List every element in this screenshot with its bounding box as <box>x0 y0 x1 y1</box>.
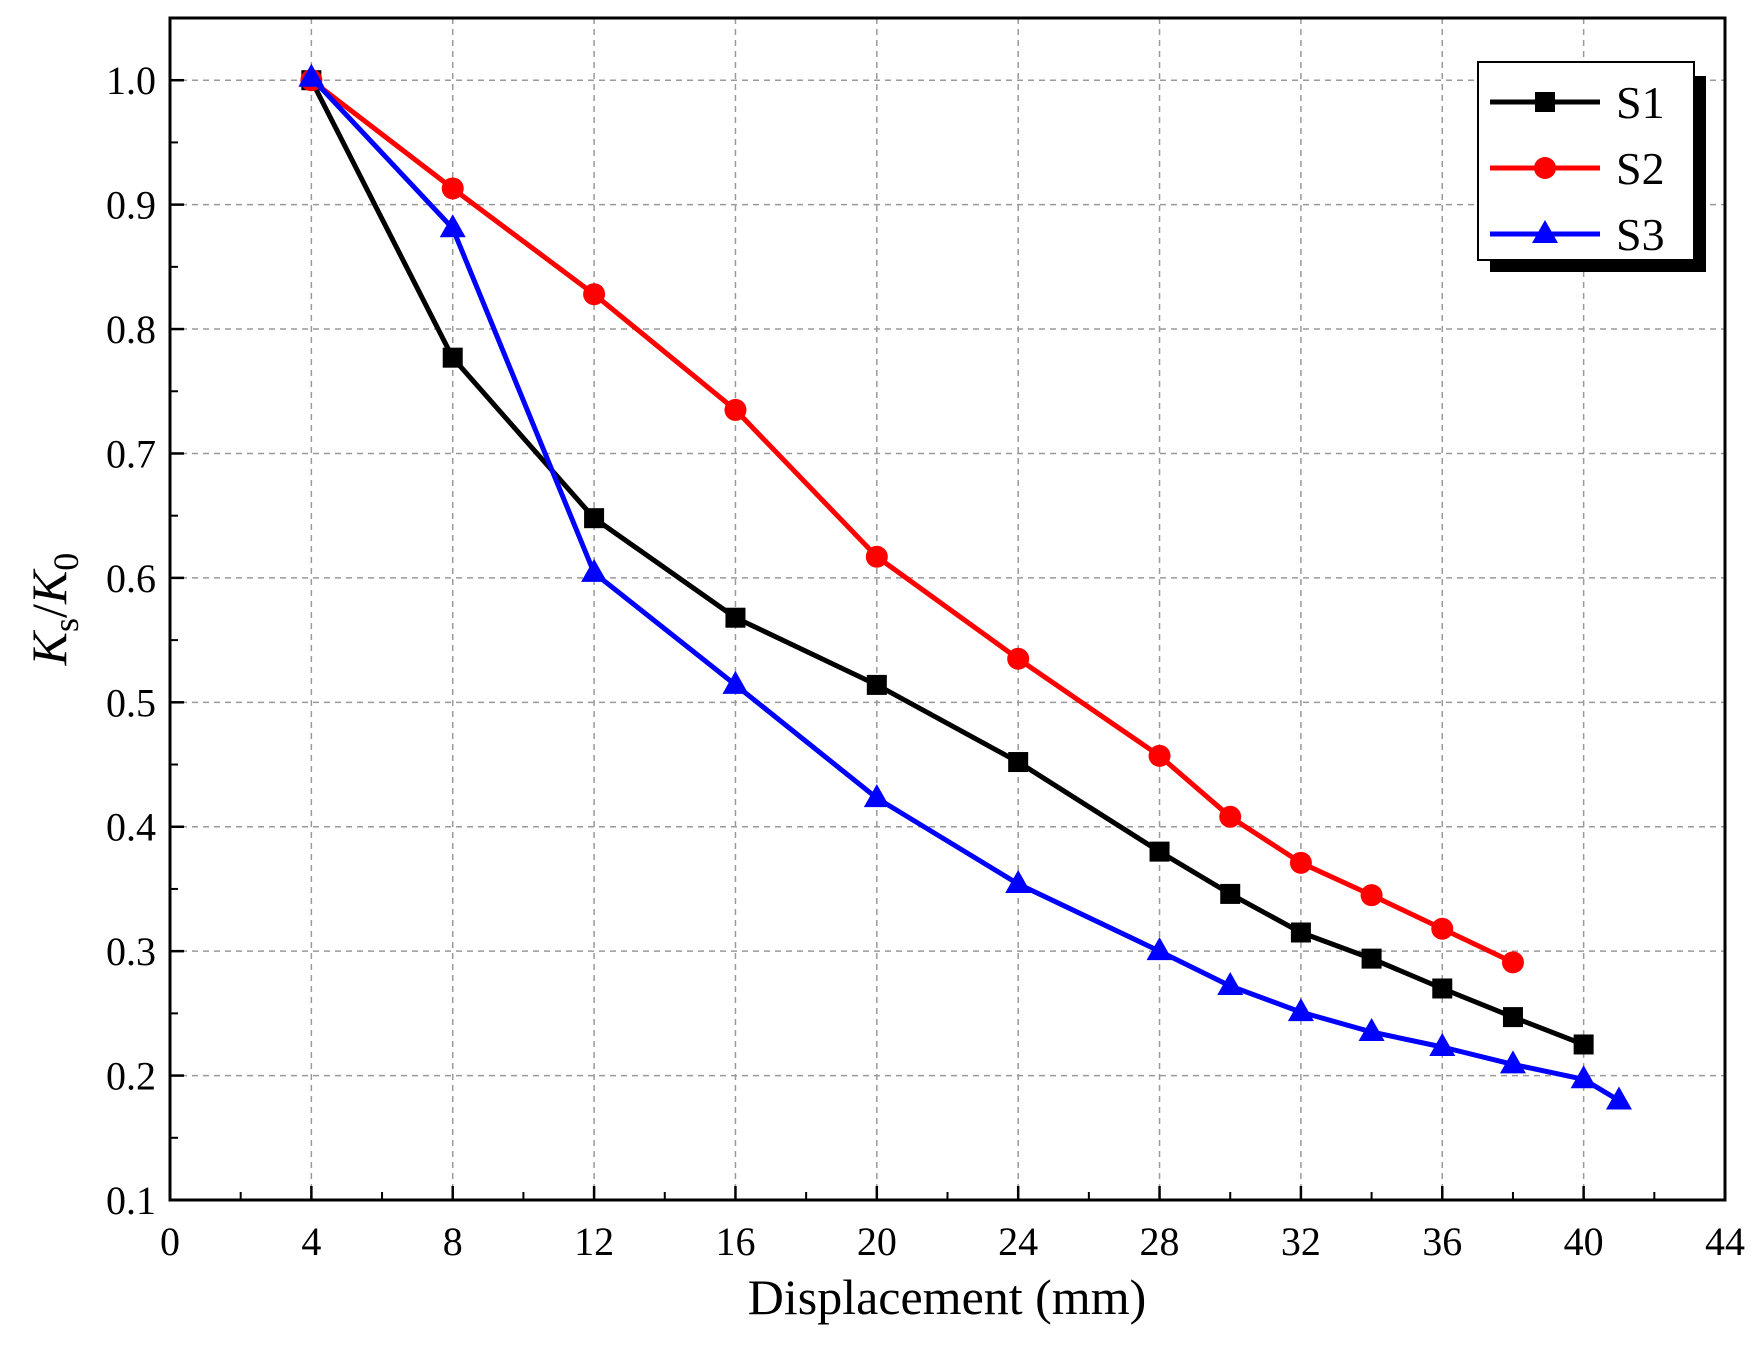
y-tick-label: 0.3 <box>106 929 156 974</box>
legend-marker-s1 <box>1535 92 1555 112</box>
legend-box <box>1477 61 1695 261</box>
data-point-s1 <box>1573 1034 1594 1055</box>
data-point-s2 <box>1007 647 1030 670</box>
x-tick-label: 20 <box>857 1219 897 1264</box>
series-s2 <box>300 69 1524 974</box>
data-point-s2 <box>441 177 464 200</box>
data-point-s2 <box>1431 917 1454 940</box>
data-point-s3 <box>1146 937 1173 961</box>
tick-labels: 0 4 8 12 16 20 24 28 32 36 40 44 0.1 0.2 0.3 0.4 0.5 0.6 0… <box>106 58 1745 1264</box>
x-tick-label: 28 <box>1140 1219 1180 1264</box>
data-point-s1 <box>584 508 605 529</box>
data-point-s3 <box>581 558 608 582</box>
legend: S1 S2 S3 <box>1477 61 1706 272</box>
x-tick-label: 12 <box>574 1219 614 1264</box>
legend-marker-s3 <box>1532 220 1558 243</box>
data-point-s3 <box>1429 1032 1456 1056</box>
data-point-s3 <box>1605 1086 1632 1110</box>
data-point-s1 <box>725 607 746 628</box>
data-point-s2 <box>1289 851 1312 874</box>
data-point-s2 <box>1148 744 1171 767</box>
legend-label-s1: S1 <box>1616 77 1665 128</box>
data-point-s3 <box>1217 971 1244 995</box>
x-tick-label: 16 <box>715 1219 755 1264</box>
series-line-s2 <box>309 78 1515 965</box>
series-s3 <box>298 63 1632 1110</box>
x-tick-label: 0 <box>160 1219 180 1264</box>
data-point-s1 <box>1290 922 1311 943</box>
data-point-s3 <box>722 670 749 694</box>
x-axis-title: Displacement (mm) <box>748 1269 1147 1325</box>
y-tick-label: 0.8 <box>106 307 156 352</box>
data-point-s3 <box>1005 869 1032 893</box>
series-line-s3 <box>309 75 1621 1103</box>
data-point-s3 <box>1499 1050 1526 1074</box>
x-tick-label: 44 <box>1705 1219 1745 1264</box>
data-point-s2 <box>1360 884 1383 907</box>
series-layer <box>298 63 1632 1110</box>
data-point-s3 <box>1358 1018 1385 1042</box>
x-tick-label: 24 <box>998 1219 1038 1264</box>
data-point-s1 <box>866 674 887 695</box>
data-point-s2 <box>583 283 606 306</box>
data-point-s3 <box>1287 998 1314 1022</box>
data-point-s2 <box>865 545 888 568</box>
plot-frame <box>168 16 1727 1202</box>
x-tick-label: 36 <box>1422 1219 1462 1264</box>
data-point-s3 <box>1570 1065 1597 1089</box>
legend-label-s3: S3 <box>1616 209 1665 260</box>
y-tick-label: 0.6 <box>106 556 156 601</box>
data-point-s2 <box>1501 951 1524 974</box>
data-point-s1 <box>1361 948 1382 969</box>
x-tick-label: 4 <box>301 1219 321 1264</box>
data-point-s2 <box>724 398 747 421</box>
x-tick-label: 8 <box>443 1219 463 1264</box>
y-tick-label: 1.0 <box>106 58 156 103</box>
data-point-s1 <box>1008 752 1029 773</box>
y-tick-label: 0.4 <box>106 805 156 850</box>
legend-item-s1: S1 <box>1490 77 1665 128</box>
y-tick-label: 0.1 <box>106 1178 156 1223</box>
data-point-s3 <box>863 784 890 808</box>
y-tick-label: 0.5 <box>106 680 156 725</box>
legend-marker-s2 <box>1534 157 1556 179</box>
y-tick-label: 0.2 <box>106 1054 156 1099</box>
legend-item-s3: S3 <box>1490 209 1665 260</box>
data-point-s1 <box>1149 841 1170 862</box>
data-point-s2 <box>1219 805 1242 828</box>
y-tick-label: 0.7 <box>106 431 156 476</box>
legend-label-s2: S2 <box>1616 143 1665 194</box>
data-point-s1 <box>1502 1007 1523 1028</box>
y-axis-title: Ks/K0 <box>21 553 86 667</box>
data-point-s3 <box>439 214 466 238</box>
data-point-s1 <box>1220 883 1241 904</box>
y-tick-label: 0.9 <box>106 183 156 228</box>
x-tick-label: 40 <box>1564 1219 1604 1264</box>
legend-item-s2: S2 <box>1490 143 1665 194</box>
x-tick-label: 32 <box>1281 1219 1321 1264</box>
data-point-s1 <box>442 347 463 368</box>
data-point-s3 <box>298 63 325 87</box>
data-point-s1 <box>1432 978 1453 999</box>
